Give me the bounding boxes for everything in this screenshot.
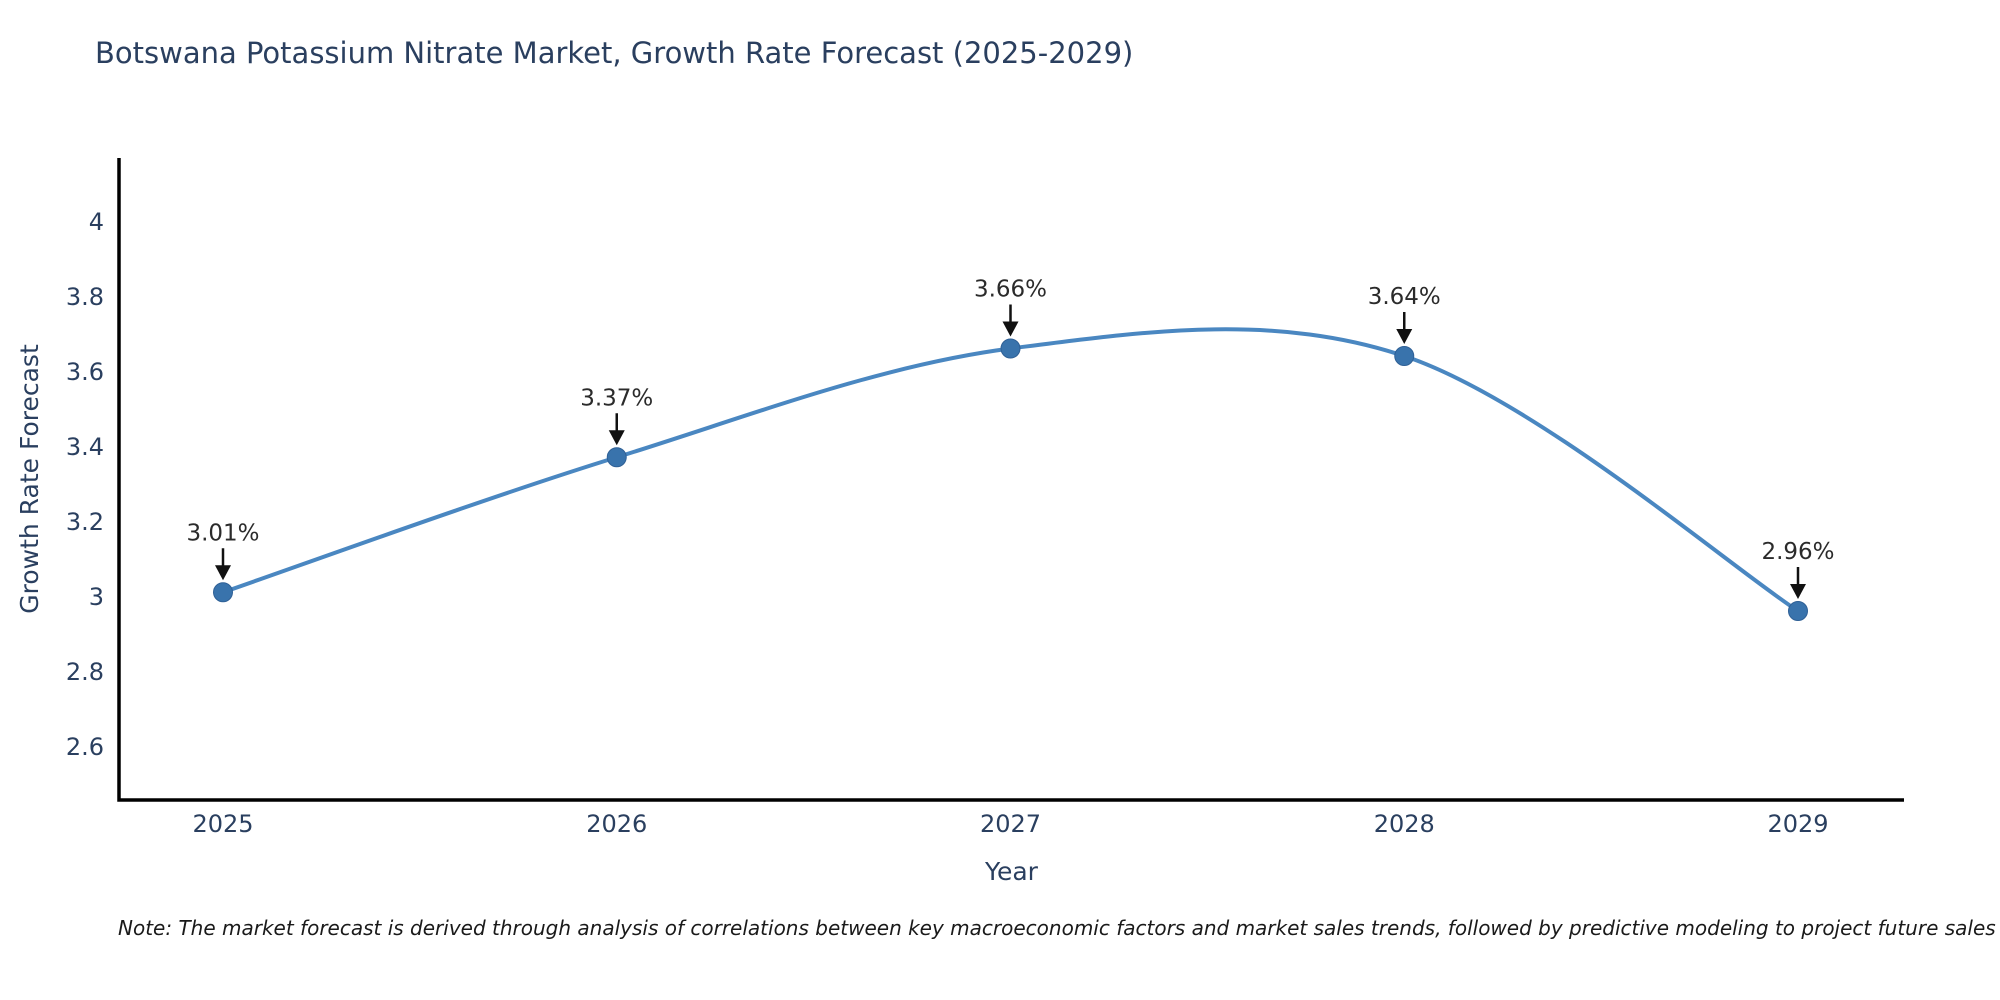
point-value-label: 3.66% (974, 277, 1047, 303)
axis-label-layer: Year Growth Rate Forecast (15, 344, 1039, 886)
y-tick-label: 3.2 (66, 508, 104, 536)
data-point-marker (1788, 601, 1808, 621)
annotation-layer: 3.01% 3.37% 3.66% 3.64% 2.96% (186, 277, 1835, 599)
y-tick-label: 2.8 (66, 658, 104, 686)
y-tick-label: 3.6 (66, 358, 104, 386)
annotation-arrow-head (215, 565, 231, 581)
x-tick-label: 2026 (586, 810, 647, 838)
forecast-line (221, 327, 1800, 613)
footnote: Note: The market forecast is derived thr… (118, 916, 1996, 940)
annotation-arrow-head (608, 430, 625, 446)
point-value-label: 3.01% (186, 520, 259, 546)
x-axis-title: Year (984, 857, 1039, 886)
growth-rate-line-series (213, 327, 1808, 621)
y-tick-label: 3.4 (66, 433, 104, 461)
axis-spines (117, 158, 1904, 802)
y-tick-label: 4 (89, 208, 104, 236)
x-tick-label: 2027 (980, 810, 1041, 838)
data-point-marker (1000, 338, 1021, 359)
x-tick-label: 2025 (192, 810, 253, 838)
annotation-arrow-head (1002, 321, 1019, 337)
point-value-label: 3.37% (580, 385, 653, 411)
y-tick-label: 3.8 (66, 283, 104, 311)
annotation-arrow-head (1790, 584, 1806, 599)
point-value-label: 3.64% (1368, 284, 1441, 310)
x-tick-label: 2029 (1767, 810, 1828, 838)
data-point-marker (1394, 346, 1415, 366)
y-tick-label: 3 (89, 583, 104, 611)
data-point-marker (606, 447, 627, 468)
y-axis-title: Growth Rate Forecast (15, 344, 44, 614)
data-point-marker (213, 582, 233, 603)
y-tick-label: 2.6 (66, 733, 104, 761)
x-tick-label: 2028 (1374, 810, 1435, 838)
axes-layer: 2.6 2.8 3 3.2 3.4 3.6 3.8 4 2025 2026 2027 2028 2029 (66, 158, 1904, 838)
annotation-arrow-head (1396, 329, 1413, 344)
point-value-label: 2.96% (1761, 539, 1834, 565)
chart-title: Botswana Potassium Nitrate Market, Growt… (95, 36, 1134, 70)
